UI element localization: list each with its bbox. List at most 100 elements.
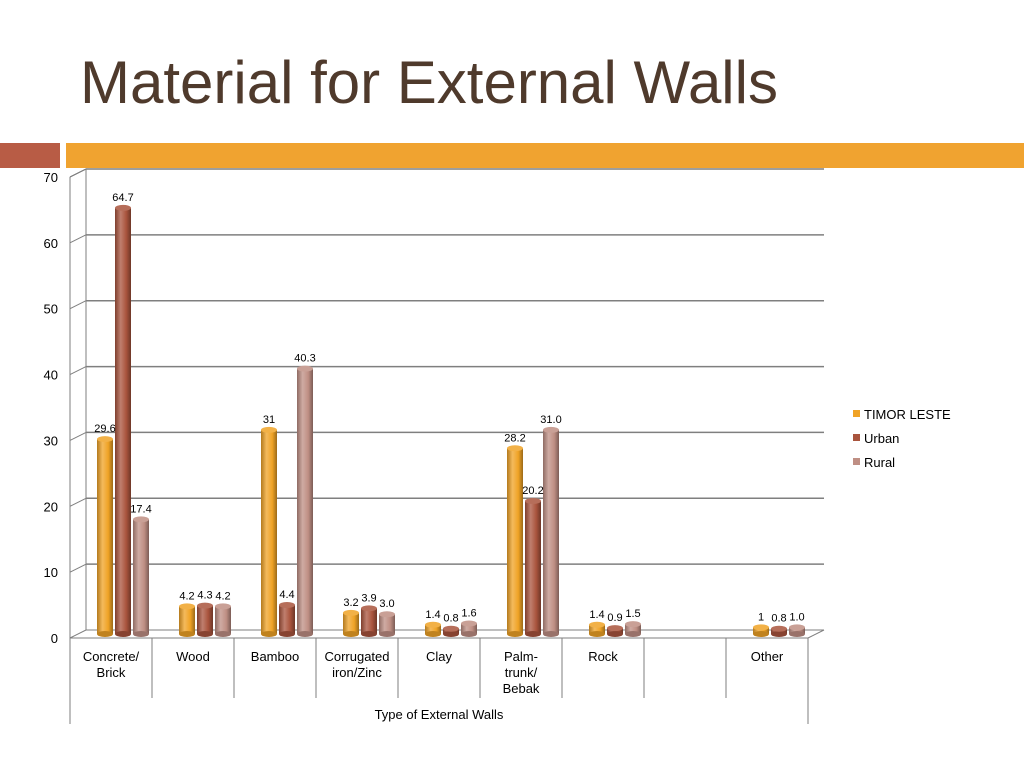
bar-top (215, 603, 231, 610)
y-tick-label: 10 (44, 565, 58, 580)
bar (361, 605, 377, 637)
y-tick-label: 30 (44, 433, 58, 448)
legend-item: TIMOR LESTE (853, 407, 951, 422)
bar-top (589, 621, 605, 628)
bar-body (525, 500, 541, 634)
bar-body (297, 368, 313, 634)
bar (507, 445, 523, 637)
y-tick-label: 50 (44, 302, 58, 317)
bar-base (607, 631, 623, 637)
bar-base (197, 631, 213, 637)
gridline-depth (69, 366, 87, 376)
slide-title: Material for External Walls (80, 49, 778, 116)
bar-top (607, 625, 623, 632)
bar-body (197, 605, 213, 634)
bar-base (543, 631, 559, 637)
legend-label: TIMOR LESTE (864, 407, 951, 422)
legend-swatch (853, 458, 860, 465)
bar-top (625, 621, 641, 628)
bar-top (753, 624, 769, 631)
data-label: 1 (758, 611, 764, 623)
bar-base (115, 631, 131, 637)
bar-base (507, 631, 523, 637)
x-tick-label: Wood (176, 649, 210, 664)
bar (279, 602, 295, 637)
bar (215, 603, 231, 637)
bar-top (261, 426, 277, 433)
bar (379, 611, 395, 637)
bar-top (133, 516, 149, 523)
bar-body (379, 614, 395, 634)
bar-body (625, 624, 641, 634)
bar-base (461, 631, 477, 637)
bar-body (507, 448, 523, 634)
bar-base (133, 631, 149, 637)
bar (753, 624, 769, 637)
bar-top (179, 603, 195, 610)
bar (343, 609, 359, 637)
bar-base (215, 631, 231, 637)
bar-base (343, 631, 359, 637)
bar-top (361, 605, 377, 612)
x-axis-title: Type of External Walls (375, 707, 504, 722)
bar-base (425, 631, 441, 637)
bar-body (753, 627, 769, 634)
gridline-depth (69, 300, 87, 310)
x-tick-label: Other (751, 649, 784, 664)
bar-body (97, 439, 113, 634)
bar-base (443, 631, 459, 637)
bar (525, 497, 541, 637)
bar-top (525, 497, 541, 504)
data-label: 4.2 (179, 590, 194, 602)
top-depth-edge (69, 168, 87, 178)
data-label: 3.0 (379, 598, 394, 610)
bar-top (789, 624, 805, 631)
data-label: 0.8 (771, 613, 786, 625)
data-label: 64.7 (112, 192, 133, 204)
bar (179, 603, 195, 637)
bar (543, 426, 559, 637)
data-label: 4.2 (215, 590, 230, 602)
bar-body (179, 606, 195, 634)
gridline-depth (69, 497, 87, 507)
bar-base (625, 631, 641, 637)
y-tick-label: 0 (51, 631, 58, 646)
bar-top (461, 620, 477, 627)
bar-base (379, 631, 395, 637)
bar (607, 625, 623, 637)
bar (589, 621, 605, 637)
bar-body (115, 207, 131, 634)
bar (625, 621, 641, 637)
bar-base (771, 631, 787, 637)
data-label: 1.4 (425, 609, 440, 621)
data-label: 0.9 (607, 612, 622, 624)
bar-base (753, 631, 769, 637)
bar-body (425, 624, 441, 634)
bar (443, 625, 459, 637)
bar-base (261, 631, 277, 637)
legend-item: Urban (853, 431, 899, 446)
y-tick-label: 20 (44, 499, 58, 514)
data-label: 3.9 (361, 592, 376, 604)
data-label: 1.5 (625, 608, 640, 620)
legend-swatch (853, 410, 860, 417)
x-tick-label: Palm-trunk/Bebak (503, 649, 540, 696)
y-tick-label: 70 (44, 170, 58, 185)
gridline-depth (69, 431, 87, 441)
x-tick-label: Corrugated iron/Zinc (324, 649, 389, 680)
data-label: 20.2 (522, 485, 543, 497)
data-label: 29.6 (94, 423, 115, 435)
bar (461, 620, 477, 637)
legend-label: Urban (864, 431, 899, 446)
bar (261, 426, 277, 637)
legend-swatch (853, 434, 860, 441)
bar-body (589, 624, 605, 634)
bar-top (507, 445, 523, 452)
bar-base (361, 631, 377, 637)
x-tick-label: Rock (588, 649, 618, 664)
data-label: 17.4 (130, 503, 151, 515)
bar-body (343, 612, 359, 634)
data-label: 40.3 (294, 353, 315, 365)
bar (133, 516, 149, 637)
